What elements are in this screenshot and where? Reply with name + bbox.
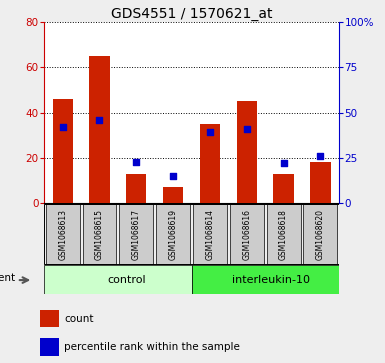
Point bbox=[133, 159, 139, 164]
Bar bbox=[310, 163, 330, 203]
Text: GSM1068619: GSM1068619 bbox=[169, 209, 177, 260]
Text: GSM1068618: GSM1068618 bbox=[279, 209, 288, 260]
Text: interleukin-10: interleukin-10 bbox=[232, 274, 310, 285]
Point bbox=[317, 153, 323, 159]
FancyBboxPatch shape bbox=[119, 204, 153, 264]
Text: agent: agent bbox=[0, 273, 15, 283]
FancyBboxPatch shape bbox=[230, 204, 264, 264]
Bar bbox=[126, 174, 146, 203]
Text: GSM1068614: GSM1068614 bbox=[206, 209, 214, 260]
Point bbox=[170, 173, 176, 179]
Point bbox=[207, 130, 213, 135]
Text: count: count bbox=[64, 314, 94, 323]
Text: percentile rank within the sample: percentile rank within the sample bbox=[64, 342, 240, 352]
Point bbox=[96, 117, 102, 123]
Bar bbox=[163, 187, 183, 203]
Point bbox=[281, 160, 287, 166]
Bar bbox=[237, 101, 257, 203]
Text: GSM1068615: GSM1068615 bbox=[95, 209, 104, 260]
FancyBboxPatch shape bbox=[46, 204, 80, 264]
FancyBboxPatch shape bbox=[44, 265, 192, 294]
FancyBboxPatch shape bbox=[156, 204, 190, 264]
Bar bbox=[40, 338, 59, 356]
Bar bbox=[89, 56, 110, 203]
FancyBboxPatch shape bbox=[303, 204, 337, 264]
FancyBboxPatch shape bbox=[192, 265, 339, 294]
Point bbox=[60, 124, 66, 130]
Text: GSM1068617: GSM1068617 bbox=[132, 209, 141, 260]
FancyBboxPatch shape bbox=[82, 204, 116, 264]
Text: GSM1068620: GSM1068620 bbox=[316, 209, 325, 260]
Point bbox=[244, 126, 250, 132]
Bar bbox=[273, 174, 294, 203]
Text: control: control bbox=[108, 274, 146, 285]
FancyBboxPatch shape bbox=[193, 204, 227, 264]
Bar bbox=[40, 310, 59, 327]
Title: GDS4551 / 1570621_at: GDS4551 / 1570621_at bbox=[111, 7, 272, 21]
Text: GSM1068613: GSM1068613 bbox=[58, 209, 67, 260]
Bar bbox=[53, 99, 73, 203]
Text: GSM1068616: GSM1068616 bbox=[242, 209, 251, 260]
Bar bbox=[200, 124, 220, 203]
FancyBboxPatch shape bbox=[267, 204, 301, 264]
